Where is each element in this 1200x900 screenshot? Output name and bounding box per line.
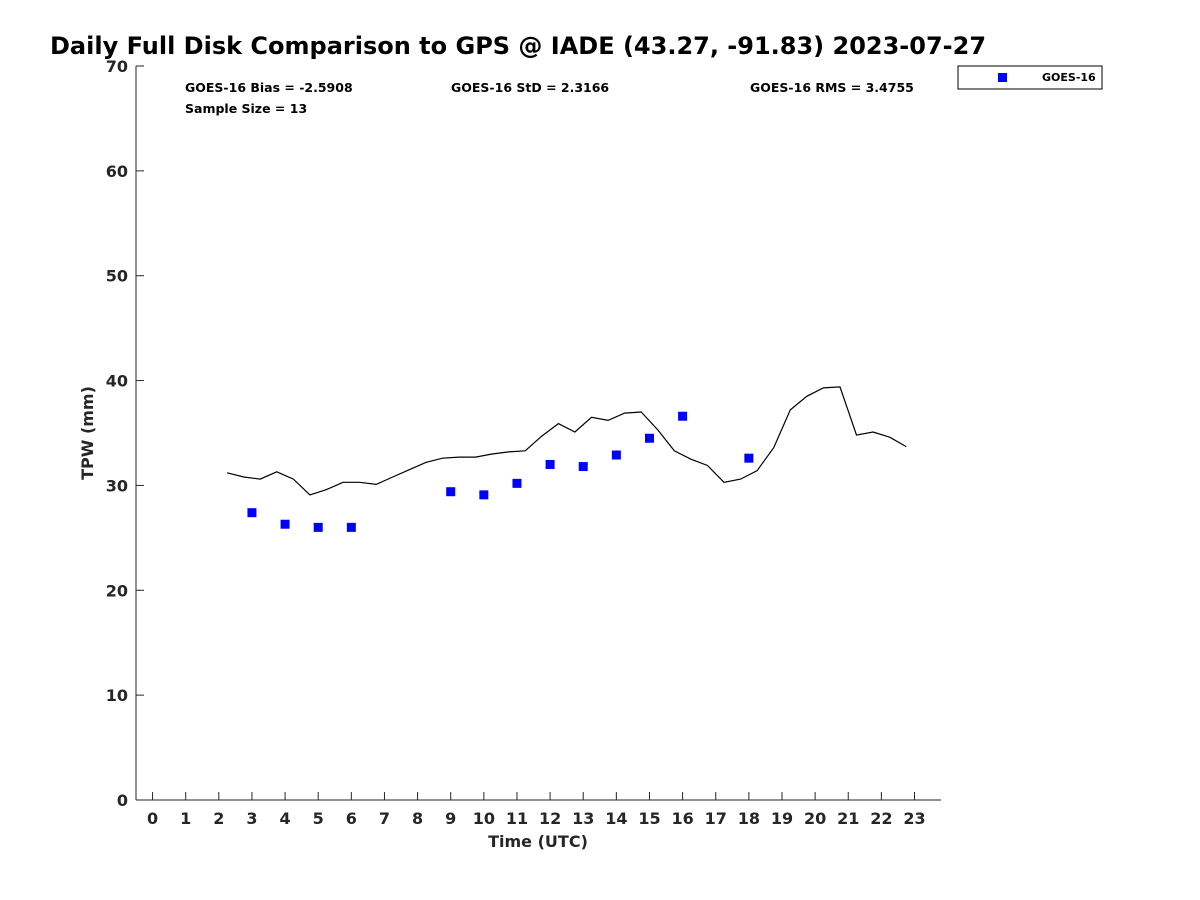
x-tick-label: 15 <box>638 809 660 828</box>
y-tick-label: 70 <box>106 57 128 76</box>
goes16-point <box>744 453 754 463</box>
y-tick-label: 20 <box>106 581 128 600</box>
x-tick-label: 16 <box>671 809 693 828</box>
x-tick-label: 5 <box>313 809 324 828</box>
y-axis-label: TPW (mm) <box>78 386 97 480</box>
gps-line-series <box>226 386 907 496</box>
goes16-point <box>346 522 356 532</box>
y-tick-label: 60 <box>106 162 128 181</box>
sample-size-stat: Sample Size = 13 <box>185 101 307 116</box>
goes16-point <box>313 522 323 532</box>
goes16-point <box>280 519 290 529</box>
y-tick-label: 10 <box>106 686 128 705</box>
goes16-point <box>512 478 522 488</box>
y-tick-label: 0 <box>117 791 128 810</box>
goes16-point <box>446 487 456 497</box>
goes16-point <box>545 459 555 469</box>
x-tick-label: 1 <box>180 809 191 828</box>
x-tick-label: 17 <box>705 809 727 828</box>
stats-annotations: GOES-16 Bias = -2.5908 GOES-16 StD = 2.3… <box>185 80 914 116</box>
bias-stat: GOES-16 Bias = -2.5908 <box>185 80 353 95</box>
x-axis: 0 1 2 3 4 5 6 7 8 9 10 11 12 13 14 15 16 17 18 19 20 21 22 23 <box>147 792 926 828</box>
rms-stat: GOES-16 RMS = 3.4755 <box>750 80 914 95</box>
goes16-point <box>578 462 588 472</box>
goes16-scatter-series <box>247 411 754 532</box>
x-tick-label: 10 <box>473 809 495 828</box>
x-tick-label: 8 <box>412 809 423 828</box>
goes16-point <box>678 411 688 421</box>
x-tick-label: 9 <box>445 809 456 828</box>
x-tick-label: 22 <box>870 809 892 828</box>
goes16-point <box>644 433 654 443</box>
x-tick-label: 4 <box>280 809 291 828</box>
x-tick-label: 18 <box>738 809 760 828</box>
x-tick-label: 19 <box>771 809 793 828</box>
y-tick-label: 30 <box>106 476 128 495</box>
legend-label-goes16: GOES-16 <box>1042 71 1096 84</box>
plot-axes <box>135 66 941 801</box>
goes16-point <box>247 508 257 518</box>
chart-title: Daily Full Disk Comparison to GPS @ IADE… <box>50 32 986 60</box>
x-tick-label: 2 <box>213 809 224 828</box>
x-tick-label: 12 <box>539 809 561 828</box>
legend-box <box>957 65 1103 90</box>
x-tick-label: 6 <box>346 809 357 828</box>
x-tick-label: 23 <box>903 809 925 828</box>
x-axis-label: Time (UTC) <box>488 832 588 851</box>
x-tick-label: 21 <box>837 809 859 828</box>
x-tick-label: 3 <box>246 809 257 828</box>
x-tick-label: 20 <box>804 809 826 828</box>
goes16-point <box>611 450 621 460</box>
legend-marker-goes16 <box>998 73 1007 82</box>
x-tick-label: 13 <box>572 809 594 828</box>
y-tick-label: 40 <box>106 372 128 391</box>
gps-tpw-line <box>226 386 907 496</box>
std-stat: GOES-16 StD = 2.3166 <box>451 80 609 95</box>
x-tick-label: 11 <box>506 809 528 828</box>
legend: GOES-16 <box>957 65 1103 90</box>
y-axis: 0 10 20 30 40 50 60 70 <box>106 57 144 810</box>
y-tick-label: 50 <box>106 267 128 286</box>
x-tick-label: 0 <box>147 809 158 828</box>
x-tick-label: 14 <box>605 809 627 828</box>
goes16-point <box>479 490 489 500</box>
x-tick-label: 7 <box>379 809 390 828</box>
